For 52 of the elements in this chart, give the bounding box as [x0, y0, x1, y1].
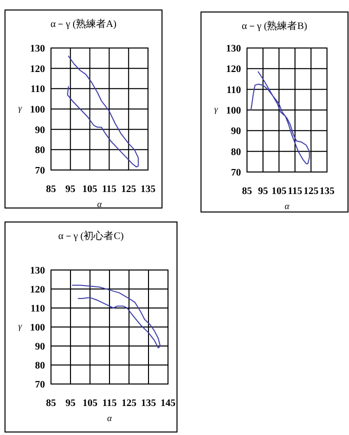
y-tick-label: 70: [231, 168, 241, 178]
x-tick-label: 135: [141, 398, 156, 409]
x-tick-label: 105: [82, 398, 98, 409]
y-tick-label: 120: [30, 284, 45, 296]
x-tick-label: 125: [121, 184, 136, 195]
y-axis-title: γ: [18, 321, 22, 331]
y-axis-title: γ: [214, 104, 218, 114]
x-tick-label: 115: [288, 186, 302, 197]
x-tick-label: 105: [82, 184, 98, 195]
x-tick-label: 95: [66, 398, 76, 409]
x-axis-title: α: [97, 199, 102, 209]
y-tick-label: 120: [30, 64, 45, 75]
y-tick-label: 130: [226, 44, 241, 54]
y-tick-label: 100: [30, 104, 45, 116]
x-axis-title: α: [107, 413, 112, 423]
y-tick-label: 110: [30, 84, 45, 96]
x-tick-label: 85: [46, 184, 56, 195]
y-axis-title: γ: [18, 103, 22, 113]
y-tick-label: 130: [30, 266, 45, 276]
y-tick-label: 110: [226, 84, 241, 96]
chart-title: α－γ (熟練者B): [242, 20, 308, 32]
line-series: [66, 56, 139, 168]
x-tick-label: 85: [46, 398, 56, 409]
line-series: [250, 71, 310, 164]
y-tick-label: 80: [35, 360, 45, 372]
x-tick-label: 125: [122, 398, 136, 409]
line-series: [72, 284, 161, 348]
x-tick-label: 95: [258, 186, 268, 197]
x-tick-label: 145: [160, 398, 176, 409]
x-tick-label: 135: [140, 184, 156, 195]
y-tick-label: 90: [231, 126, 241, 138]
x-tick-label: 135: [320, 186, 334, 197]
y-tick-label: 110: [30, 304, 45, 314]
y-tick-label: 80: [35, 145, 45, 156]
y-tick-label: 70: [35, 166, 45, 176]
y-tick-label: 90: [35, 124, 45, 136]
x-tick-label: 85: [242, 186, 252, 197]
y-tick-label: 130: [30, 44, 45, 54]
x-tick-label: 125: [304, 186, 318, 197]
y-tick-label: 120: [226, 64, 241, 76]
y-tick-label: 80: [231, 146, 241, 158]
chart-title: α－γ (初心者C): [58, 230, 124, 242]
x-tick-label: 115: [102, 398, 117, 409]
y-tick-label: 70: [35, 380, 45, 390]
x-tick-label: 115: [102, 184, 116, 195]
chart-title: α－γ (熟練者A): [50, 18, 117, 30]
y-tick-label: 100: [30, 322, 45, 334]
x-axis-title: α: [284, 201, 290, 211]
y-tick-label: 100: [226, 106, 241, 116]
y-tick-label: 90: [35, 342, 45, 352]
x-tick-label: 105: [272, 186, 286, 197]
x-tick-label: 95: [65, 184, 76, 195]
